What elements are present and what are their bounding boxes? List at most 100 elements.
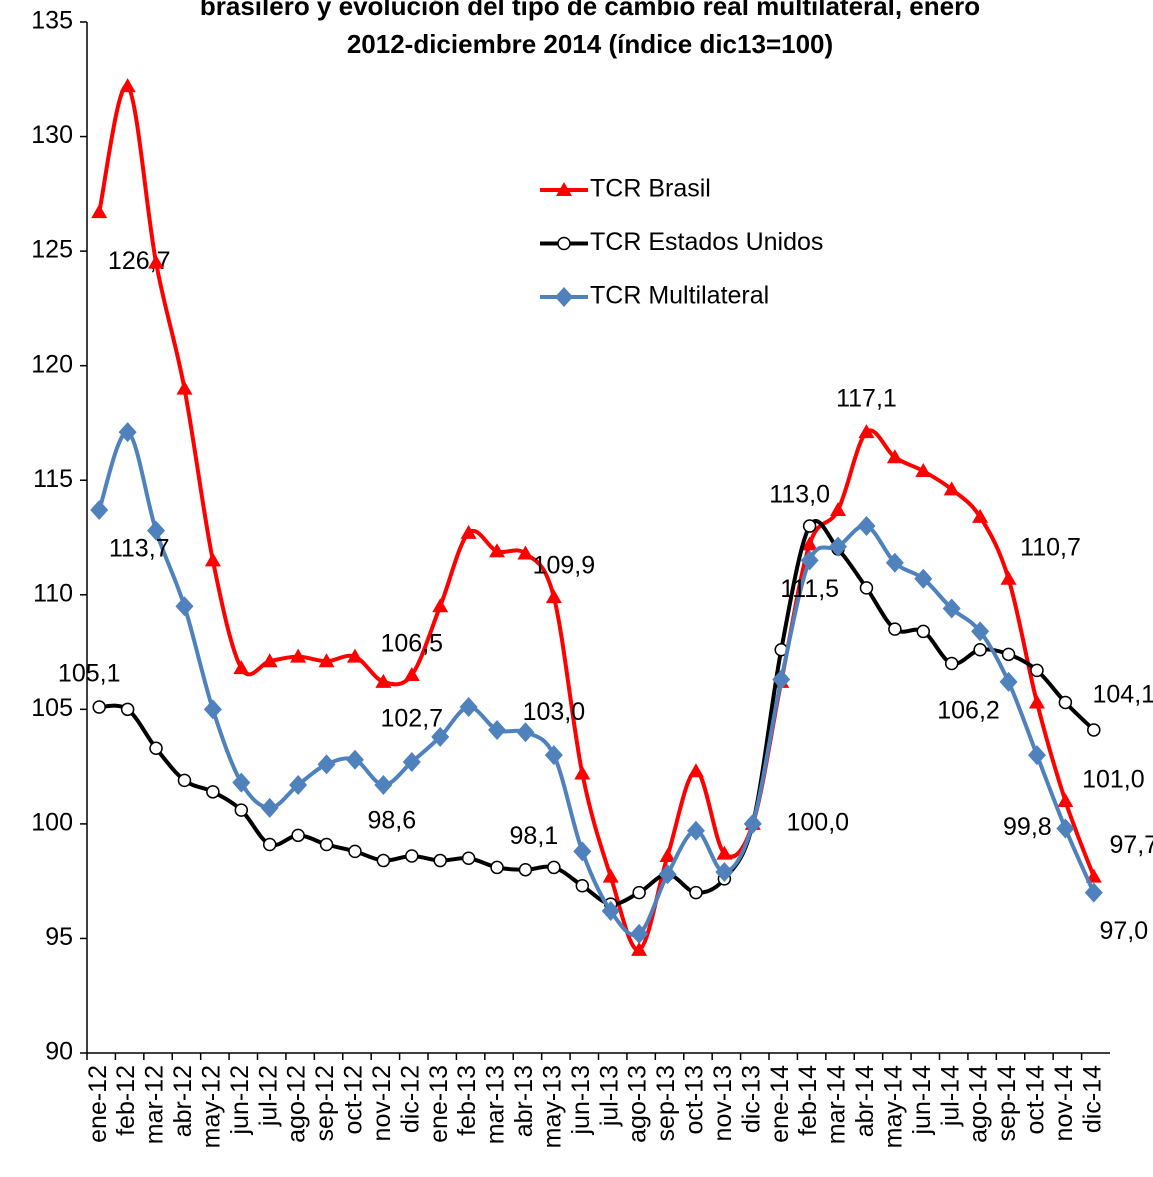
marker bbox=[319, 837, 334, 852]
x-tick-label: may-13 bbox=[538, 1065, 566, 1148]
marker bbox=[574, 765, 591, 780]
marker bbox=[1030, 663, 1044, 678]
marker bbox=[90, 500, 109, 521]
marker bbox=[743, 813, 762, 834]
x-tick-label: abr-13 bbox=[510, 1065, 538, 1137]
x-tick-label: nov-14 bbox=[1050, 1065, 1078, 1142]
data-label: 97,0 bbox=[1099, 917, 1148, 945]
marker bbox=[971, 621, 990, 642]
marker bbox=[262, 837, 277, 852]
x-tick-label: ene-12 bbox=[84, 1065, 112, 1143]
marker bbox=[120, 702, 135, 717]
marker bbox=[461, 851, 476, 866]
x-tick-label: oct-13 bbox=[681, 1065, 709, 1134]
marker bbox=[490, 860, 504, 875]
x-tick-label: oct-14 bbox=[1022, 1065, 1050, 1135]
marker bbox=[632, 885, 646, 900]
marker bbox=[829, 536, 848, 557]
data-label: 113,7 bbox=[109, 535, 170, 563]
data-label: 113,0 bbox=[769, 481, 830, 509]
x-tick-label: feb-13 bbox=[453, 1065, 481, 1136]
x-tick-label: dic-14 bbox=[1078, 1065, 1106, 1133]
marker bbox=[716, 845, 733, 860]
marker bbox=[232, 772, 251, 793]
x-tick-label: abr-12 bbox=[169, 1065, 197, 1137]
marker bbox=[234, 803, 249, 817]
x-tick-label: jul-13 bbox=[595, 1065, 623, 1127]
marker bbox=[433, 853, 447, 868]
marker bbox=[118, 422, 137, 443]
marker bbox=[972, 508, 989, 523]
y-tick-label: 110 bbox=[33, 579, 73, 607]
marker bbox=[689, 885, 703, 900]
marker bbox=[291, 828, 305, 843]
legend-marker bbox=[555, 287, 573, 307]
marker bbox=[973, 643, 987, 657]
marker bbox=[942, 598, 961, 619]
x-tick-label: oct-12 bbox=[340, 1065, 368, 1134]
marker bbox=[317, 754, 336, 775]
marker bbox=[916, 624, 931, 639]
marker bbox=[857, 516, 876, 537]
marker bbox=[859, 581, 874, 595]
marker bbox=[631, 941, 648, 956]
marker bbox=[346, 648, 363, 663]
legend-label: TCR Estados Unidos bbox=[590, 228, 823, 256]
marker bbox=[687, 763, 704, 778]
x-tick-label: ago-13 bbox=[624, 1065, 652, 1143]
marker bbox=[206, 785, 220, 799]
marker bbox=[261, 653, 278, 668]
data-label: 111,5 bbox=[780, 575, 839, 603]
marker bbox=[547, 860, 561, 875]
x-tick-label: may-14 bbox=[879, 1065, 907, 1148]
marker bbox=[888, 622, 902, 636]
marker bbox=[318, 653, 335, 668]
marker bbox=[375, 673, 392, 688]
data-label: 99,8 bbox=[1003, 813, 1052, 841]
marker bbox=[601, 900, 620, 921]
y-tick-label: 90 bbox=[45, 1038, 73, 1066]
y-tick-label: 130 bbox=[31, 121, 73, 149]
marker bbox=[1001, 647, 1016, 662]
marker bbox=[915, 463, 932, 478]
marker bbox=[800, 550, 819, 571]
x-tick-label: dic-13 bbox=[737, 1065, 765, 1133]
marker bbox=[149, 741, 163, 756]
marker bbox=[516, 722, 535, 743]
y-tick-label: 105 bbox=[31, 694, 73, 722]
x-tick-label: ene-13 bbox=[425, 1065, 453, 1143]
marker bbox=[1056, 818, 1075, 839]
marker bbox=[772, 669, 791, 690]
x-tick-label: feb-12 bbox=[112, 1065, 140, 1136]
x-tick-label: may-12 bbox=[197, 1065, 225, 1148]
marker bbox=[658, 864, 677, 885]
marker bbox=[659, 847, 676, 862]
marker bbox=[374, 774, 393, 795]
data-label: 126,7 bbox=[108, 247, 171, 275]
data-label: 109,9 bbox=[533, 552, 596, 580]
data-label: 105,1 bbox=[58, 660, 121, 688]
marker bbox=[177, 773, 192, 788]
marker bbox=[885, 552, 904, 573]
marker bbox=[376, 853, 391, 868]
x-tick-label: sep-12 bbox=[311, 1065, 339, 1141]
data-label: 106,2 bbox=[937, 696, 1000, 724]
x-tick-label: mar-12 bbox=[141, 1065, 169, 1144]
marker bbox=[573, 841, 592, 862]
marker bbox=[545, 589, 562, 604]
y-tick-label: 125 bbox=[31, 236, 73, 264]
marker bbox=[802, 519, 817, 533]
series-line bbox=[97, 430, 1096, 938]
marker bbox=[544, 745, 563, 766]
x-tick-label: dic-12 bbox=[396, 1065, 424, 1133]
data-label: 103,0 bbox=[523, 698, 586, 726]
marker bbox=[260, 797, 279, 818]
marker bbox=[943, 481, 960, 496]
marker bbox=[1000, 570, 1017, 585]
x-tick-label: jun-14 bbox=[908, 1065, 936, 1136]
marker bbox=[1087, 723, 1101, 737]
marker bbox=[175, 596, 194, 617]
marker bbox=[488, 719, 507, 740]
